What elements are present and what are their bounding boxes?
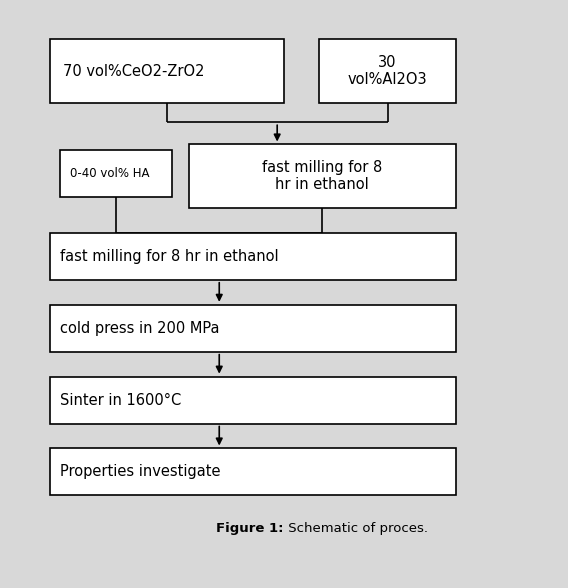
Text: fast milling for 8
hr in ethanol: fast milling for 8 hr in ethanol (262, 160, 382, 192)
Text: cold press in 200 MPa: cold press in 200 MPa (60, 320, 220, 336)
Text: 0-40 vol% HA: 0-40 vol% HA (70, 167, 149, 180)
FancyBboxPatch shape (49, 39, 284, 103)
Text: fast milling for 8 hr in ethanol: fast milling for 8 hr in ethanol (60, 249, 279, 264)
FancyBboxPatch shape (189, 145, 456, 208)
FancyBboxPatch shape (49, 305, 456, 352)
Text: 30
vol%Al2O3: 30 vol%Al2O3 (348, 55, 427, 88)
Text: Figure 1:: Figure 1: (216, 522, 284, 535)
Text: Sinter in 1600°C: Sinter in 1600°C (60, 393, 182, 407)
Text: Properties investigate: Properties investigate (60, 465, 221, 479)
FancyBboxPatch shape (60, 150, 172, 197)
FancyBboxPatch shape (49, 449, 456, 495)
FancyBboxPatch shape (319, 39, 456, 103)
FancyBboxPatch shape (49, 233, 456, 280)
Text: Schematic of proces.: Schematic of proces. (284, 522, 428, 535)
FancyBboxPatch shape (49, 376, 456, 423)
Text: 70 vol%CeO2-ZrO2: 70 vol%CeO2-ZrO2 (63, 64, 204, 79)
